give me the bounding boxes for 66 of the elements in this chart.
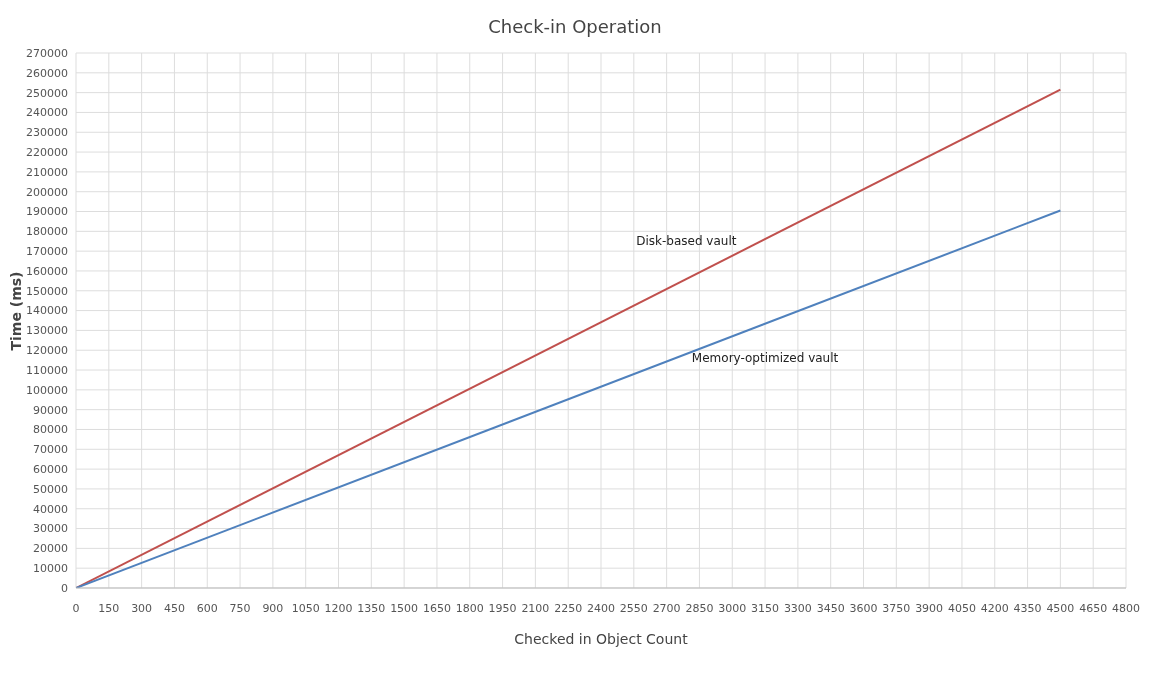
x-tick-label: 150: [98, 601, 120, 615]
y-tick-label: 200000: [26, 185, 68, 199]
x-tick-label: 1500: [390, 601, 419, 615]
y-tick-label: 30000: [33, 522, 68, 536]
y-tick-label: 0: [61, 581, 68, 595]
x-tick-label: 2850: [685, 601, 714, 615]
x-tick-label: 2700: [652, 601, 681, 615]
x-tick-label: 3750: [882, 601, 911, 615]
y-tick-label: 180000: [26, 225, 68, 239]
x-axis-title: Checked in Object Count: [514, 631, 689, 647]
x-tick-label: 450: [163, 601, 185, 615]
x-tick-label: 4350: [1013, 601, 1042, 615]
y-axis-title: Time (ms): [7, 271, 24, 351]
x-tick-label: 3600: [849, 601, 878, 615]
y-tick-label: 20000: [33, 542, 68, 556]
y-tick-label: 90000: [33, 403, 68, 417]
y-tick-label: 100000: [26, 383, 68, 397]
y-tick-label: 50000: [33, 482, 68, 496]
y-tick-label: 230000: [26, 126, 68, 140]
x-tick-label: 1350: [357, 601, 386, 615]
x-tick-label: 1200: [324, 601, 353, 615]
series-label: Disk-based vault: [636, 234, 737, 249]
x-tick-label: 3300: [783, 601, 812, 615]
x-tick-label: 600: [196, 601, 218, 615]
y-tick-label: 70000: [33, 443, 68, 457]
x-tick-label: 3450: [816, 601, 845, 615]
x-tick-label: 4050: [947, 601, 976, 615]
y-tick-label: 190000: [26, 205, 68, 219]
x-tick-label: 2100: [521, 601, 550, 615]
x-tick-label: 750: [229, 601, 251, 615]
y-tick-label: 150000: [26, 284, 68, 298]
y-tick-label: 60000: [33, 463, 68, 477]
series-label: Memory-optimized vault: [691, 350, 839, 365]
x-tick-label: 1650: [422, 601, 451, 615]
y-tick-label: 160000: [26, 264, 68, 278]
y-tick-label: 140000: [26, 304, 68, 318]
x-tick-label: 2250: [554, 601, 583, 615]
x-tick-label: 1050: [291, 601, 320, 615]
x-tick-label: 4500: [1046, 601, 1075, 615]
y-tick-label: 220000: [26, 145, 68, 159]
x-tick-label: 1950: [488, 601, 517, 615]
y-tick-label: 270000: [26, 46, 68, 60]
y-tick-label: 240000: [26, 106, 68, 120]
x-tick-label: 0: [72, 601, 80, 615]
x-tick-label: 2400: [587, 601, 615, 615]
x-tick-label: 3000: [718, 601, 747, 615]
x-tick-label: 1800: [455, 601, 484, 615]
y-tick-label: 10000: [33, 562, 68, 576]
y-tick-label: 250000: [26, 86, 68, 100]
x-tick-label: 900: [262, 601, 284, 615]
x-tick-label: 3150: [751, 601, 780, 615]
x-tick-label: 300: [131, 601, 153, 615]
x-tick-label: 4650: [1079, 601, 1108, 615]
y-tick-label: 110000: [26, 363, 68, 377]
x-tick-label: 2550: [619, 601, 648, 615]
y-tick-label: 260000: [26, 66, 68, 80]
chart-title: Check-in Operation: [487, 16, 663, 37]
y-tick-label: 120000: [26, 344, 68, 358]
x-tick-label: 4800: [1112, 601, 1140, 615]
y-tick-label: 40000: [33, 502, 68, 516]
x-tick-label: 4200: [980, 601, 1009, 615]
y-tick-label: 130000: [26, 324, 68, 338]
y-tick-label: 80000: [33, 423, 68, 437]
y-tick-label: 170000: [26, 245, 68, 259]
x-tick-label: 3900: [915, 601, 944, 615]
y-tick-label: 210000: [26, 165, 68, 179]
